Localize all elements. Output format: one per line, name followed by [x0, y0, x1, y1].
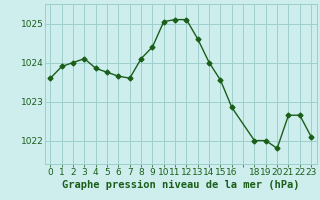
X-axis label: Graphe pression niveau de la mer (hPa): Graphe pression niveau de la mer (hPa): [62, 180, 300, 190]
